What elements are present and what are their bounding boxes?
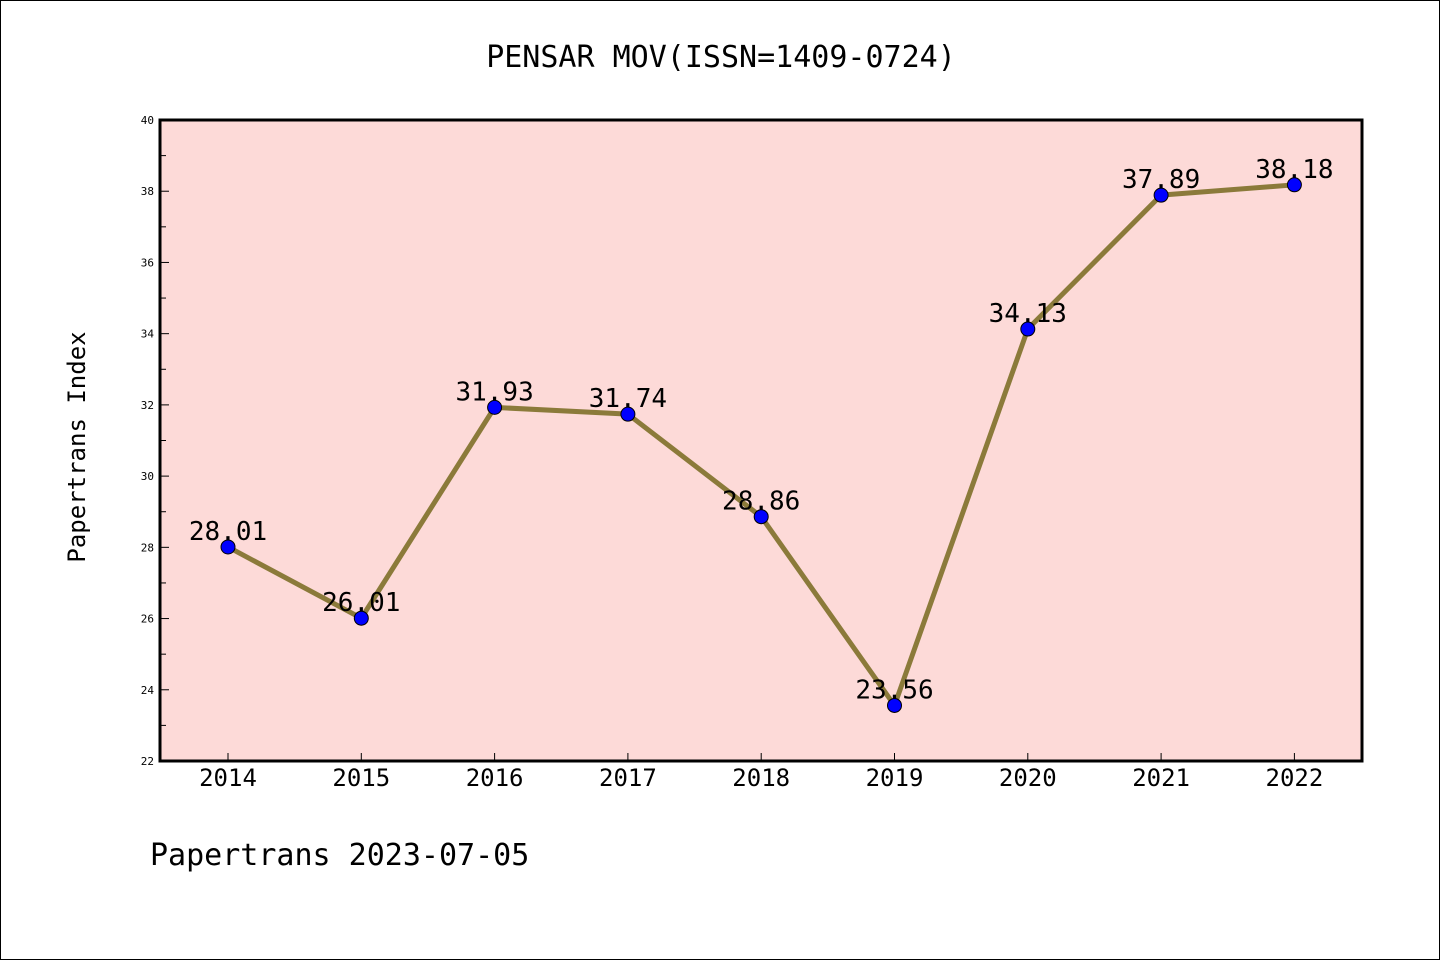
- x-tick-label: 2015: [332, 764, 390, 792]
- y-tick-label: 36: [141, 256, 154, 269]
- x-axis: 2014 2015 2016 2017 2018 2019 2020 2021 2022: [199, 753, 1323, 792]
- data-label: 37.89: [1122, 165, 1200, 195]
- x-tick-label: 2020: [999, 764, 1057, 792]
- y-axis-label: Papertrans Index: [63, 331, 91, 562]
- x-tick-label: 2021: [1132, 764, 1190, 792]
- data-point: [753, 509, 769, 525]
- y-axis: 22 24 26 28 30 32 34 36 38 40: [141, 114, 169, 768]
- data-label: 34.13: [989, 299, 1067, 329]
- data-point: [887, 697, 902, 713]
- data-point: [353, 610, 369, 626]
- data-labels: 28.01 26.01 31.93 31.74 28.86 23.56 34.13 37.89…: [189, 155, 1334, 706]
- data-point: [1286, 177, 1302, 193]
- x-tick-label: 2016: [466, 764, 524, 792]
- footer-text: Papertrans 2023-07-05: [150, 838, 529, 873]
- data-label: 38.18: [1255, 155, 1333, 185]
- data-label: 31.74: [589, 384, 667, 414]
- x-tick-label: 2019: [866, 764, 924, 792]
- y-tick-label: 38: [141, 185, 154, 198]
- y-tick-label: 32: [141, 399, 154, 412]
- x-tick-label: 2018: [732, 764, 790, 792]
- x-tick-label: 2022: [1266, 764, 1324, 792]
- data-point: [487, 399, 503, 415]
- data-point: [220, 539, 236, 555]
- y-tick-label: 24: [141, 684, 155, 697]
- data-label: 26.01: [322, 588, 400, 618]
- data-label: 31.93: [455, 377, 533, 407]
- y-tick-label: 28: [141, 541, 154, 554]
- plot-area: [160, 120, 1362, 761]
- data-point: [1153, 187, 1169, 203]
- data-label: 28.86: [722, 487, 800, 517]
- x-tick-label: 2014: [199, 764, 257, 792]
- data-markers: [220, 177, 1302, 713]
- data-point: [620, 406, 636, 422]
- y-tick-label: 26: [141, 613, 154, 626]
- data-point: [1020, 321, 1036, 337]
- y-tick-label: 40: [141, 114, 154, 127]
- x-tick-label: 2017: [599, 764, 657, 792]
- y-tick-label: 34: [141, 328, 155, 341]
- data-label: 28.01: [189, 517, 267, 547]
- plot-frame: [158, 118, 1364, 763]
- chart-title: PENSAR MOV(ISSN=1409-0724): [486, 40, 956, 75]
- y-tick-label: 30: [141, 470, 154, 483]
- y-tick-label: 22: [141, 755, 154, 768]
- data-label: 23.56: [855, 675, 933, 705]
